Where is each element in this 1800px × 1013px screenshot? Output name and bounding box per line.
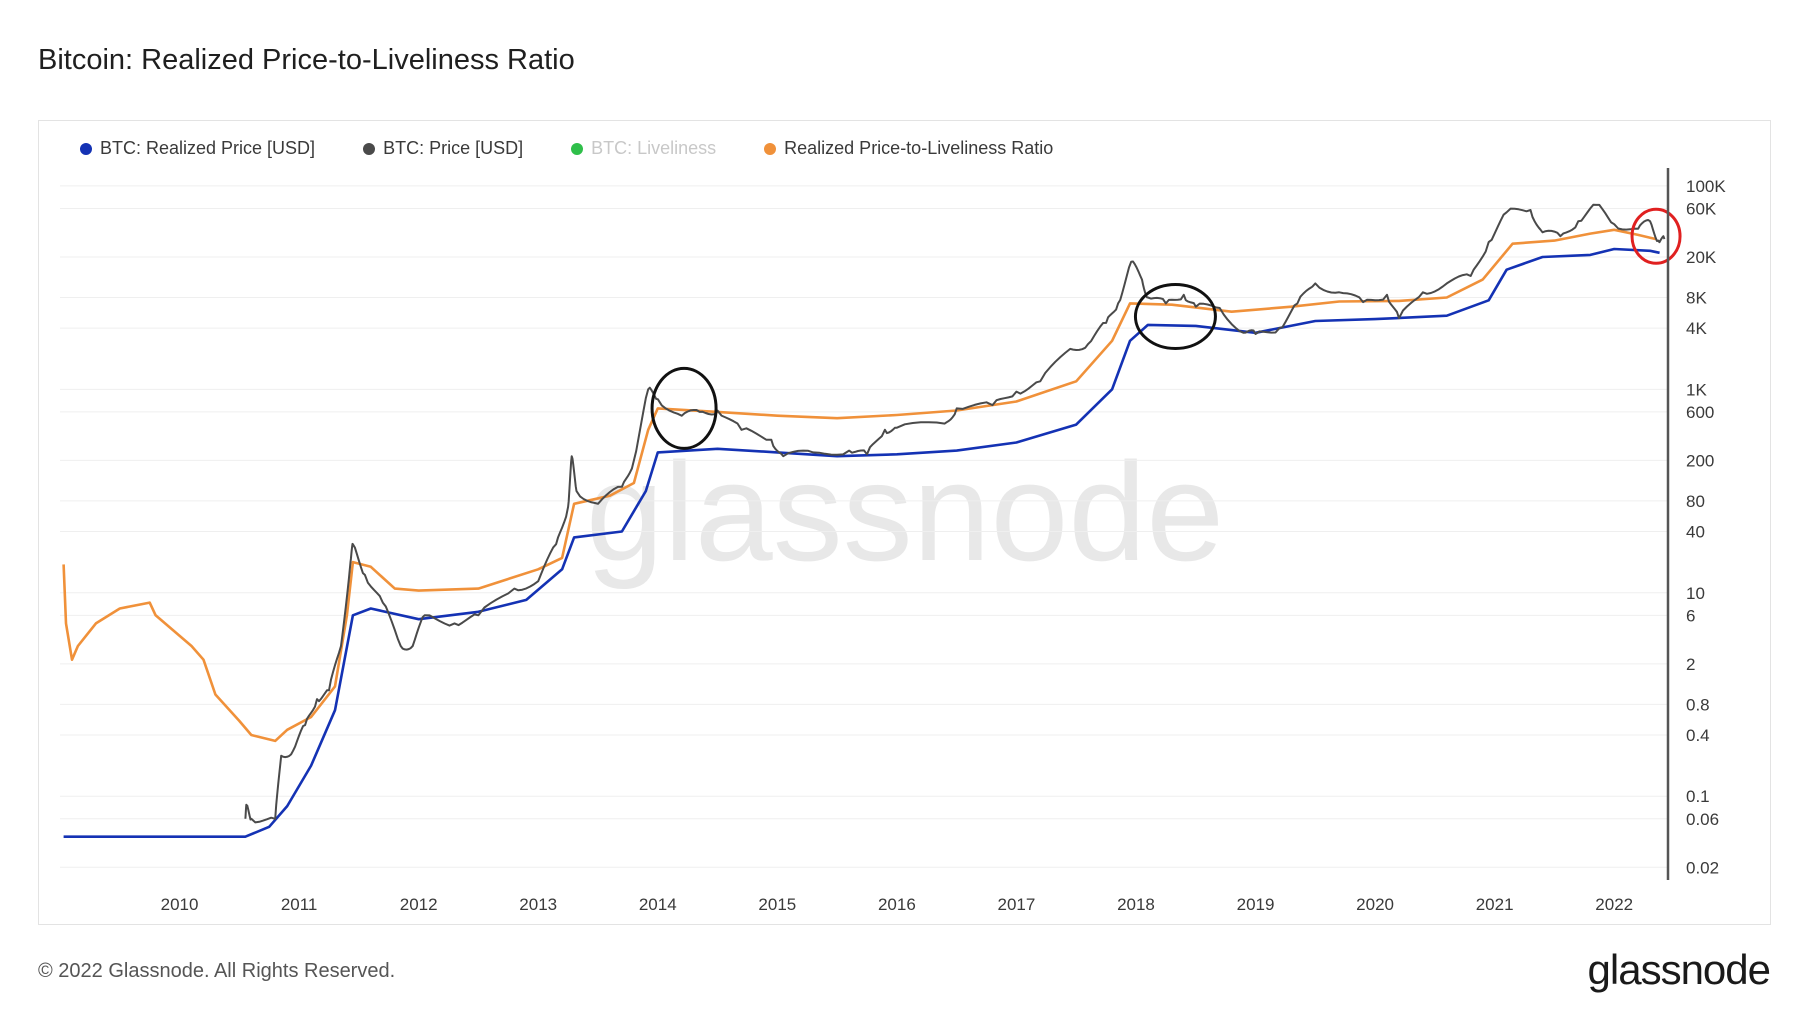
y-tick-label: 2 (1686, 655, 1695, 674)
x-tick-label: 2010 (161, 895, 199, 914)
y-tick-label: 0.4 (1686, 726, 1710, 745)
legend-label: Realized Price-to-Liveliness Ratio (784, 138, 1054, 158)
watermark: glassnode (586, 433, 1224, 590)
annotation-ellipse (1133, 283, 1217, 351)
x-tick-label: 2019 (1237, 895, 1275, 914)
chart-panel (38, 120, 1771, 925)
y-tick-label: 0.1 (1686, 787, 1710, 806)
legend-dot-icon (764, 142, 777, 155)
copyright-text: © 2022 Glassnode. All Rights Reserved. (38, 960, 396, 982)
annotation-ellipse (1630, 207, 1682, 265)
x-tick-label: 2017 (998, 895, 1036, 914)
y-tick-label: 4K (1686, 319, 1707, 338)
y-tick-label: 200 (1686, 451, 1714, 470)
legend-item-liveliness[interactable]: BTC: Liveliness (571, 138, 716, 159)
y-tick-label: 0.8 (1686, 695, 1710, 714)
glassnode-logo: glassnode (1587, 946, 1771, 993)
x-tick-label: 2018 (1117, 895, 1155, 914)
legend-label: BTC: Liveliness (591, 138, 717, 158)
legend-item-price[interactable]: BTC: Price [USD] (363, 138, 523, 159)
y-tick-label: 60K (1686, 199, 1717, 218)
y-tick-label: 10 (1686, 584, 1705, 603)
y-tick-label: 600 (1686, 403, 1714, 422)
x-tick-label: 2021 (1476, 895, 1514, 914)
x-tick-label: 2012 (400, 895, 438, 914)
x-tick-label: 2020 (1356, 895, 1394, 914)
x-tick-label: 2015 (758, 895, 796, 914)
legend-label: BTC: Price [USD] (383, 138, 524, 158)
y-tick-label: 8K (1686, 288, 1707, 307)
y-tick-label: 0.02 (1686, 858, 1719, 877)
series-line-btc-price-usd (244, 203, 1666, 824)
grid-lines (60, 185, 1668, 868)
legend: BTC: Realized Price [USD] BTC: Price [US… (80, 138, 1101, 159)
y-tick-label: 20K (1686, 248, 1717, 267)
y-axis: 100K 60K 20K 8K 4K 1K 600 200 80 40 10 6 2 0.8 0.4 0.1 0… (1686, 177, 1726, 877)
x-tick-label: 2011 (281, 895, 318, 914)
legend-dot-icon (363, 142, 376, 155)
legend-item-realized-price[interactable]: BTC: Realized Price [USD] (80, 138, 315, 159)
y-tick-label: 100K (1686, 177, 1726, 196)
legend-dot-icon (80, 142, 92, 155)
x-tick-label: 2016 (878, 895, 916, 914)
page-title: Bitcoin: Realized Price-to-Liveliness Ra… (38, 44, 575, 76)
legend-label: BTC: Realized Price [USD] (100, 138, 316, 158)
y-tick-label: 80 (1686, 492, 1705, 511)
x-tick-label: 2014 (639, 895, 677, 914)
y-tick-label: 1K (1686, 380, 1707, 399)
legend-dot-icon (571, 142, 584, 155)
annotations (650, 207, 1682, 450)
legend-item-ratio[interactable]: Realized Price-to-Liveliness Ratio (764, 138, 1053, 159)
series-line-realized-price-to-liveliness-ratio (62, 228, 1657, 743)
x-tick-label: 2013 (519, 895, 557, 914)
y-tick-label: 6 (1686, 606, 1695, 625)
y-tick-label: 0.06 (1686, 810, 1719, 829)
annotation-ellipse (650, 366, 718, 450)
x-axis: 2010 2011 2012 2013 2014 2015 2016 2017 2018 2019… (161, 895, 1633, 914)
x-tick-label: 2022 (1595, 895, 1633, 914)
series-group (62, 203, 1666, 838)
y-tick-label: 40 (1686, 523, 1705, 542)
